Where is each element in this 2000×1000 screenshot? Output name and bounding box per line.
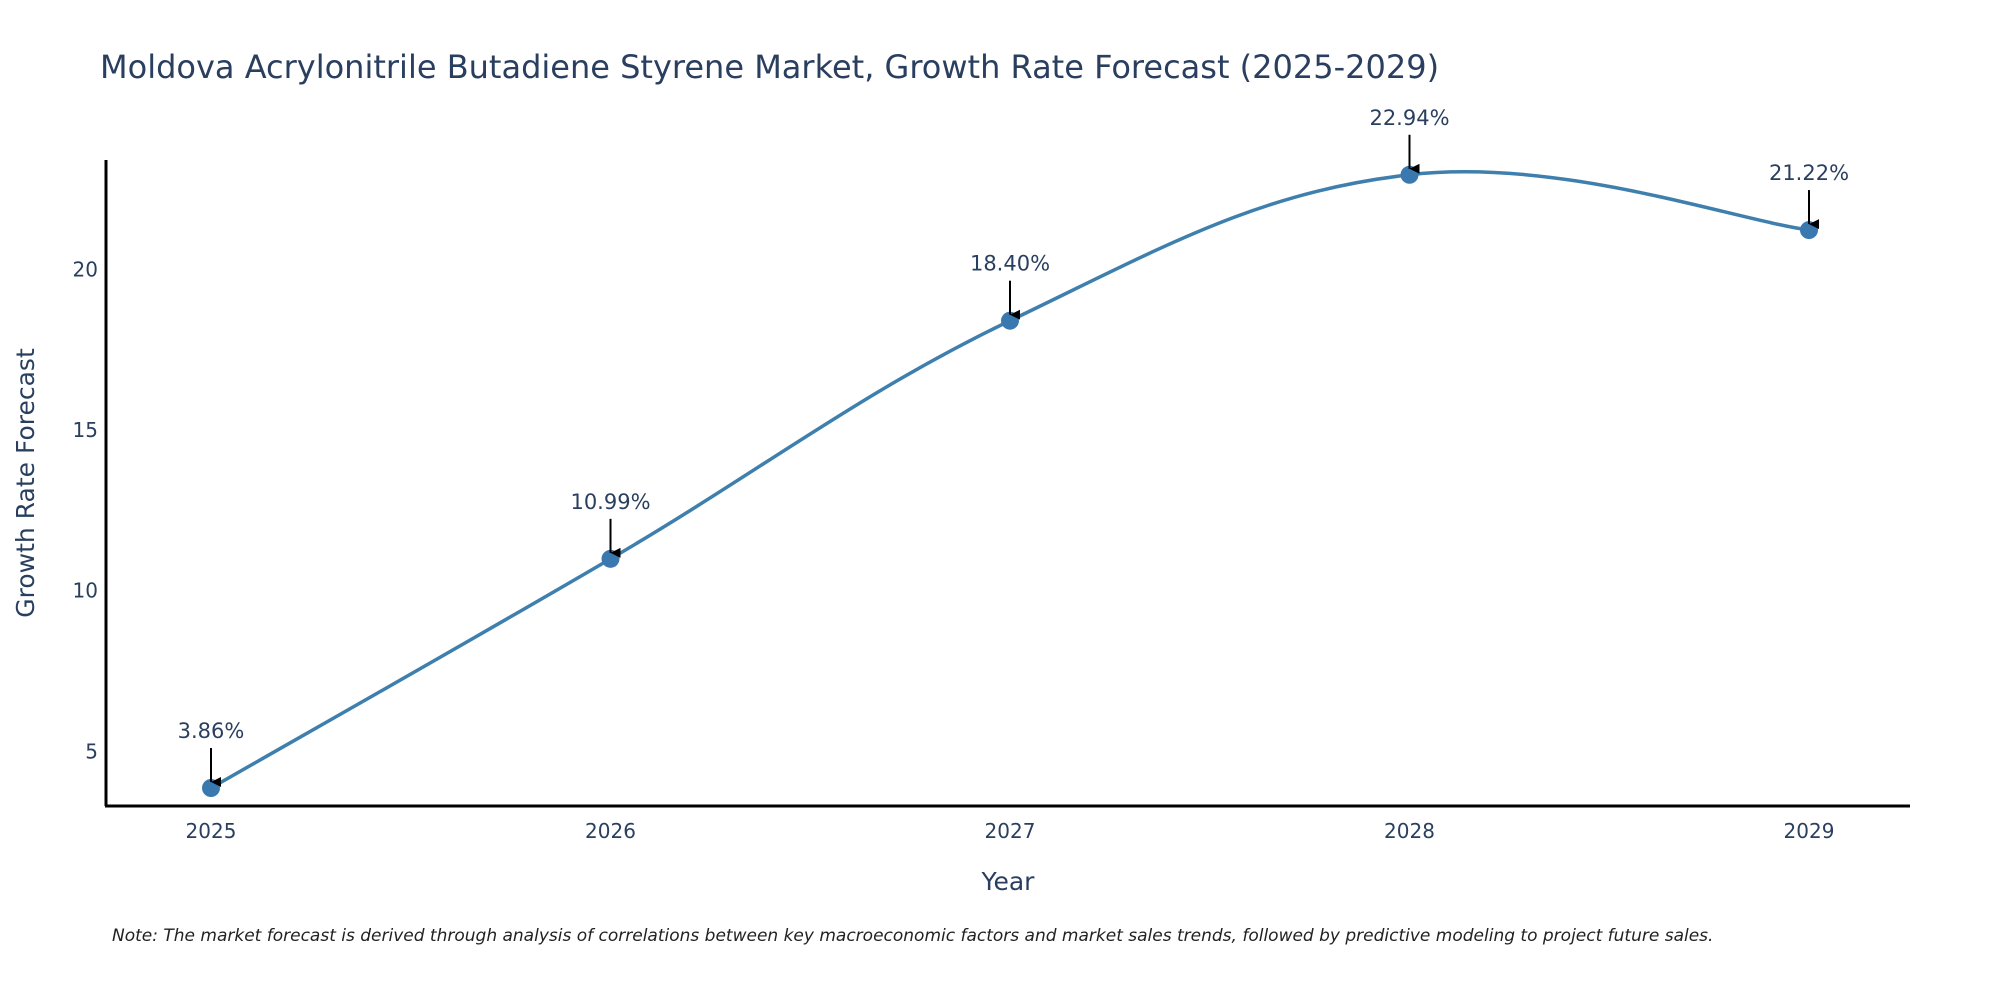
x-axis-title: Year	[981, 867, 1036, 896]
x-tick-label: 2028	[1384, 819, 1435, 843]
chart-title: Moldova Acrylonitrile Butadiene Styrene …	[100, 48, 1439, 86]
x-axis: 2025 2026 2027 2028 2029	[105, 804, 1910, 843]
data-marks: 3.86% 10.99% 18.40% 22.94% 21.22%	[178, 106, 1849, 798]
data-label: 22.94%	[1369, 106, 1449, 130]
x-tick-label: 2026	[585, 819, 636, 843]
y-axis: 5 10 15 20	[73, 160, 108, 806]
y-tick-label: 5	[85, 739, 98, 763]
data-label: 21.22%	[1769, 161, 1849, 185]
x-tick-label: 2025	[186, 819, 237, 843]
data-label: 10.99%	[570, 490, 650, 514]
y-tick-label: 10	[73, 579, 98, 603]
y-tick-label: 15	[73, 418, 98, 442]
y-tick-label: 20	[73, 257, 98, 281]
data-label: 18.40%	[970, 252, 1050, 276]
data-label: 3.86%	[178, 719, 245, 743]
x-tick-label: 2029	[1784, 819, 1835, 843]
footnote: Note: The market forecast is derived thr…	[112, 926, 1713, 946]
x-tick-label: 2027	[985, 819, 1036, 843]
y-axis-title: Growth Rate Forecast	[11, 348, 40, 618]
